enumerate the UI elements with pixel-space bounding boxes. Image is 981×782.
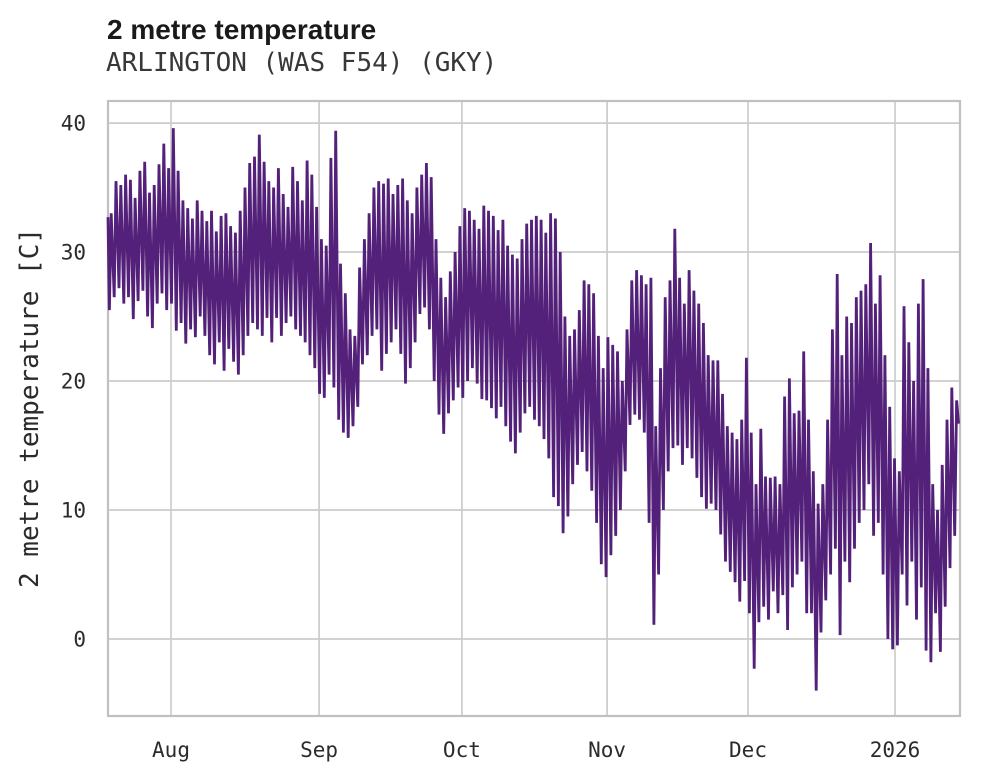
- x-tick-label: Nov: [588, 738, 626, 762]
- x-tick-label: Oct: [443, 738, 481, 762]
- y-tick-label: 40: [61, 112, 86, 136]
- y-tick-label: 0: [73, 628, 86, 652]
- chart-title: 2 metre temperature: [107, 14, 377, 45]
- x-tick-label: Aug: [152, 738, 190, 762]
- y-tick-label: 20: [61, 370, 86, 394]
- x-tick-label: Sep: [300, 738, 338, 762]
- y-tick-label: 10: [61, 499, 86, 523]
- x-tick-label: Dec: [729, 738, 767, 762]
- y-tick-label: 30: [61, 241, 86, 265]
- chart-subtitle: ARLINGTON (WAS F54) (GKY): [106, 48, 498, 78]
- x-tick-label: 2026: [870, 738, 921, 762]
- temperature-series-line: [106, 128, 960, 691]
- plot-border: [106, 99, 962, 718]
